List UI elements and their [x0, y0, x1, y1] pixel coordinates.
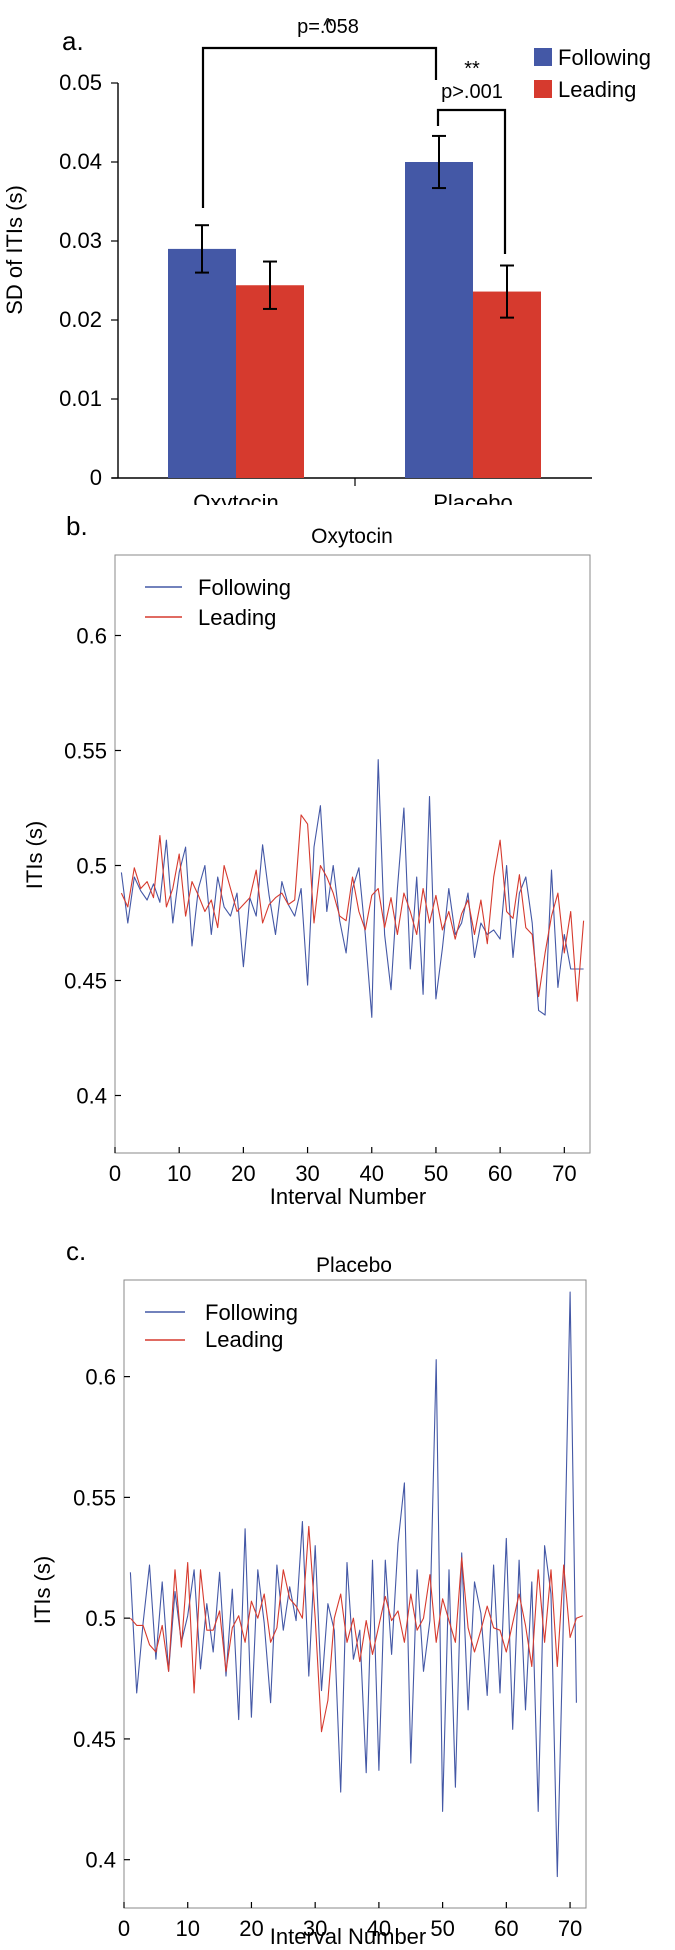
- y-tick-label: 0.04: [59, 149, 102, 174]
- bracket-oxytocin-vs-placebo: [201, 46, 438, 208]
- y-tick-label: 0.05: [59, 70, 102, 95]
- panel-b-label: b.: [66, 511, 88, 541]
- bar-leading-placebo: [473, 291, 541, 478]
- bar-leading-oxytocin: [236, 285, 304, 478]
- panel-b-ticks: 0 10 20 30 40 50 60 70 0.4 0.45 0.5 0.55 0.6: [64, 624, 576, 1187]
- panel-c-plot-frame: [123, 1279, 587, 1909]
- x-tick-label: 0: [109, 1161, 121, 1186]
- y-tick-label: 0.5: [76, 854, 107, 879]
- panel-c-line-chart: c. Placebo 0 10 20 30 40 50 60 70 0.4 0.45 0.5 0.55…: [30, 1236, 587, 1949]
- x-tick-label: 70: [558, 1916, 582, 1941]
- bar-following-placebo: [405, 162, 473, 478]
- legend-swatch-following: [534, 48, 552, 66]
- y-tick-label: 0.6: [76, 624, 107, 649]
- y-tick-label: 0.4: [85, 1848, 116, 1873]
- y-tick-label: 0.45: [73, 1727, 116, 1752]
- panel-a-y-ticks: 0 0.01 0.02 0.03 0.04 0.05: [59, 70, 118, 490]
- bracket-placebo-following-vs-leading: [436, 108, 507, 254]
- x-tick-label: 50: [424, 1161, 448, 1186]
- panel-b-legend-label-leading: Leading: [198, 605, 276, 630]
- panel-a-y-axis-title: SD of ITIs (s): [2, 185, 27, 315]
- panel-c-label: c.: [66, 1236, 86, 1266]
- annotation-p-058: p=.058: [297, 16, 359, 38]
- legend-label-leading: Leading: [558, 77, 636, 102]
- series-line-following: [129, 1291, 577, 1878]
- y-tick-label: 0.55: [73, 1485, 116, 1510]
- annotation-stars: **: [464, 58, 480, 80]
- x-tick-label: 30: [303, 1916, 327, 1941]
- x-tick-label: 50: [430, 1916, 454, 1941]
- x-tick-label: 20: [239, 1916, 263, 1941]
- y-tick-label: 0: [90, 465, 102, 490]
- x-tick-label: 0: [118, 1916, 130, 1941]
- x-tick-label: 40: [360, 1161, 384, 1186]
- panel-b-title: Oxytocin: [311, 525, 393, 548]
- legend-label-following: Following: [558, 45, 651, 70]
- panel-b-y-axis-title: ITIs (s): [22, 821, 47, 889]
- series-line-leading: [120, 814, 585, 1002]
- panel-c-legend-label-leading: Leading: [205, 1327, 283, 1352]
- x-tick-label: 60: [488, 1161, 512, 1186]
- x-tick-label: 40: [367, 1916, 391, 1941]
- panel-c-x-axis-title: Interval Number: [270, 1924, 427, 1949]
- legend-swatch-leading: [534, 80, 552, 98]
- annotation-p-058-caret: ^: [323, 15, 333, 37]
- x-tick-label: 10: [167, 1161, 191, 1186]
- x-tick-label-oxytocin: Oxytocin: [193, 490, 279, 505]
- panel-c-y-axis-title: ITIs (s): [30, 1556, 55, 1624]
- panel-b-series-lines: [120, 759, 585, 1018]
- panel-b-legend-label-following: Following: [198, 575, 291, 600]
- x-tick-label: 20: [231, 1161, 255, 1186]
- panel-c-ticks: 0 10 20 30 40 50 60 70 0.4 0.45 0.5 0.55 0.6: [73, 1365, 582, 1941]
- panel-a-bars: [168, 134, 541, 478]
- x-tick-label-placebo: Placebo: [433, 490, 513, 505]
- y-tick-label: 0.45: [64, 969, 107, 994]
- annotation-p-001: p>.001: [441, 81, 503, 103]
- y-tick-label: 0.03: [59, 228, 102, 253]
- x-tick-label: 70: [552, 1161, 576, 1186]
- x-tick-label: 30: [295, 1161, 319, 1186]
- x-tick-label: 10: [175, 1916, 199, 1941]
- bar-following-oxytocin: [168, 248, 236, 478]
- y-tick-label: 0.02: [59, 307, 102, 332]
- x-tick-label: 60: [494, 1916, 518, 1941]
- y-tick-label: 0.6: [85, 1365, 116, 1390]
- y-tick-label: 0.5: [85, 1606, 116, 1631]
- y-tick-label: 0.01: [59, 386, 102, 411]
- panel-a-bar-chart: a. SD of ITIs (s) 00.010.020.030.040.05 …: [2, 15, 651, 505]
- panel-b-plot-frame: [114, 554, 591, 1154]
- panel-a-label: a.: [62, 26, 84, 56]
- y-tick-label: 0.4: [76, 1084, 107, 1109]
- panel-b-line-chart: b. Oxytocin 0 10 20 30 40 50 60 70 0.4 0.45 0.5 0.5…: [22, 511, 591, 1209]
- y-tick-label: 0.55: [64, 739, 107, 764]
- series-line-following: [120, 759, 584, 1018]
- panel-c-series-lines: [129, 1291, 584, 1878]
- panel-a-x-tick-labels: Oxytocin Placebo: [193, 490, 513, 505]
- panel-b-x-axis-title: Interval Number: [270, 1184, 427, 1209]
- panel-c-title: Placebo: [316, 1254, 392, 1277]
- panel-c-legend-label-following: Following: [205, 1300, 298, 1325]
- series-line-leading: [129, 1525, 584, 1733]
